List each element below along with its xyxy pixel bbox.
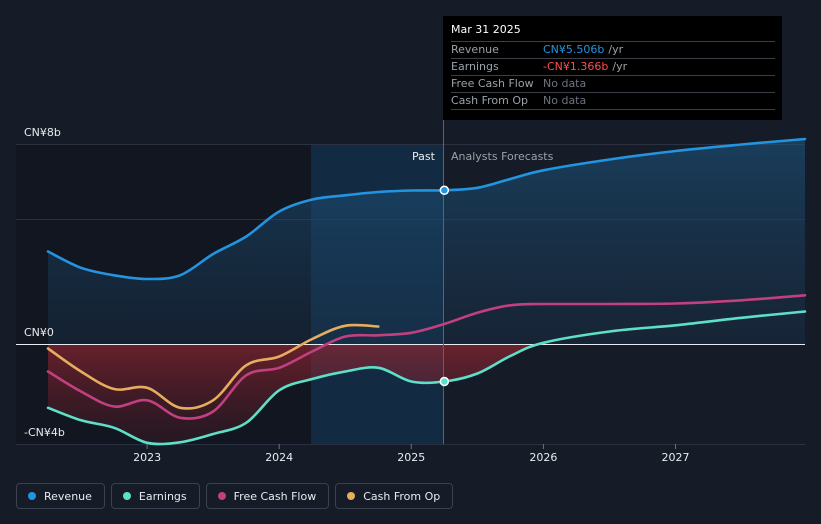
tooltip-label: Revenue [451, 43, 499, 56]
tooltip-row-earnings: Earnings -CN¥1.366b/yr [451, 58, 775, 75]
cash-from-op-dot-icon [347, 492, 356, 500]
forecast-label: Analysts Forecasts [451, 150, 554, 163]
tooltip-unit: /yr [608, 43, 624, 56]
legend-earnings[interactable]: Earnings [110, 483, 200, 509]
tooltip-unit: /yr [612, 60, 628, 73]
legend: Revenue Earnings Free Cash Flow Cash Fro… [16, 483, 454, 509]
y-label-zero: CN¥0 [24, 326, 54, 339]
revenue-area [48, 139, 805, 344]
tooltip: Mar 31 2025 Revenue CN¥5.506b/yr Earning… [443, 16, 782, 120]
tooltip-label: Free Cash Flow [451, 77, 534, 90]
earnings-dot-icon [122, 492, 131, 500]
tooltip-value: No data [543, 94, 587, 107]
legend-label: Free Cash Flow [233, 489, 317, 503]
legend-label: Earnings [138, 489, 187, 503]
legend-cash-from-op[interactable]: Cash From Op [335, 483, 454, 509]
x-tick-label: 2026 [529, 451, 557, 464]
tooltip-row-revenue: Revenue CN¥5.506b/yr [451, 41, 775, 58]
loss-area [48, 344, 805, 445]
tooltip-row-fcf: Free Cash Flow No data [451, 75, 775, 92]
legend-revenue[interactable]: Revenue [16, 483, 105, 509]
tooltip-value: CN¥5.506b [543, 43, 605, 56]
earnings-line [46, 310, 807, 446]
x-tick-label: 2025 [397, 451, 425, 464]
free-cash-flow-dot-icon [217, 492, 226, 500]
x-tick-label: 2023 [133, 451, 161, 464]
revenue-marker [439, 185, 450, 195]
tooltip-label: Cash From Op [451, 94, 529, 107]
revenue-dot-icon [28, 492, 36, 500]
tooltip-row-cfo: Cash From Op No data [451, 92, 775, 110]
x-tick-label: 2024 [265, 451, 293, 464]
tooltip-value: No data [543, 77, 587, 90]
legend-label: Revenue [44, 489, 92, 503]
tooltip-date: Mar 31 2025 [451, 23, 521, 36]
cfo-line [46, 323, 380, 410]
legend-label: Cash From Op [363, 489, 441, 503]
revenue-line [46, 137, 807, 281]
y-label-bottom: -CN¥4b [24, 426, 65, 439]
fcf-line [46, 294, 807, 420]
legend-free-cash-flow[interactable]: Free Cash Flow [205, 483, 330, 509]
y-label-top: CN¥8b [24, 126, 61, 139]
tooltip-value: -CN¥1.366b [543, 60, 609, 73]
tooltip-label: Earnings [451, 60, 499, 73]
x-tick-label: 2027 [662, 451, 690, 464]
earnings-marker [439, 376, 450, 387]
past-label: Past [412, 150, 435, 163]
